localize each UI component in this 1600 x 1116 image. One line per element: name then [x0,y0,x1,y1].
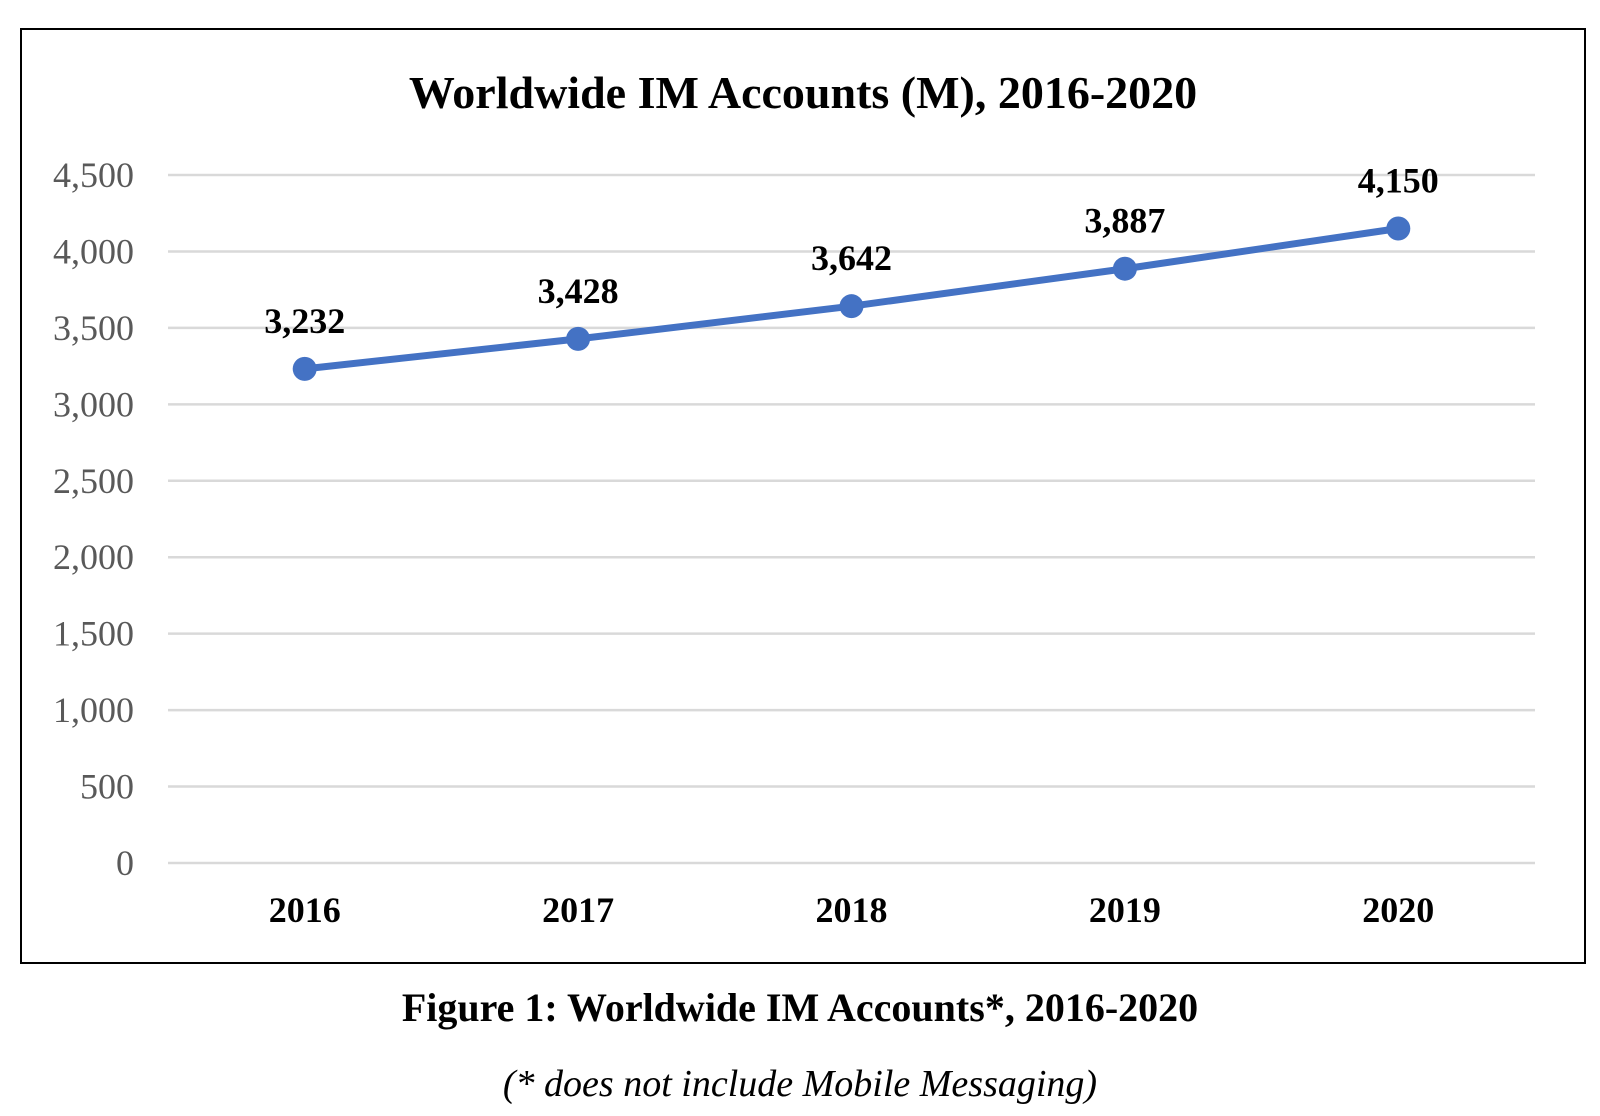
x-axis: 2016 2017 2018 2019 2020 [269,890,1435,930]
data-point [292,356,317,381]
x-tick-label: 2020 [1362,890,1434,930]
data-point [839,294,864,319]
data-label: 3,428 [538,271,619,311]
data-label: 3,887 [1084,201,1165,241]
y-tick-label: 1,500 [53,614,134,654]
y-tick-label: 2,500 [53,461,134,501]
data-labels: 3,232 3,428 3,642 3,887 4,150 [264,161,1439,341]
y-tick-label: 2,000 [53,537,134,577]
y-tick-label: 3,500 [53,308,134,348]
y-tick-label: 3,000 [53,384,134,424]
y-tick-label: 1,000 [53,690,134,730]
x-tick-label: 2017 [542,890,614,930]
x-tick-label: 2019 [1089,890,1161,930]
data-point [1112,256,1137,281]
data-point [1386,216,1411,241]
gridlines [168,173,1535,865]
y-tick-label: 0 [116,843,134,883]
y-tick-label: 4,000 [53,231,134,271]
figure-note: (* does not include Mobile Messaging) [502,1063,1098,1105]
x-tick-label: 2018 [816,890,888,930]
y-axis: 0 500 1,000 1,500 2,000 2,500 3,000 3,500 4,000 4… [53,155,134,883]
figure-caption: Figure 1: Worldwide IM Accounts*, 2016-2… [401,985,1199,1030]
data-label: 3,642 [811,238,892,278]
data-label: 3,232 [264,301,345,341]
data-label: 4,150 [1358,161,1439,201]
x-tick-label: 2016 [269,890,341,930]
series [292,216,1411,381]
chart-frame [20,28,1586,964]
y-tick-label: 4,500 [53,155,134,195]
data-point [566,326,591,351]
y-tick-label: 500 [80,767,134,807]
chart-title: Worldwide IM Accounts (M), 2016-2020 [409,67,1197,118]
